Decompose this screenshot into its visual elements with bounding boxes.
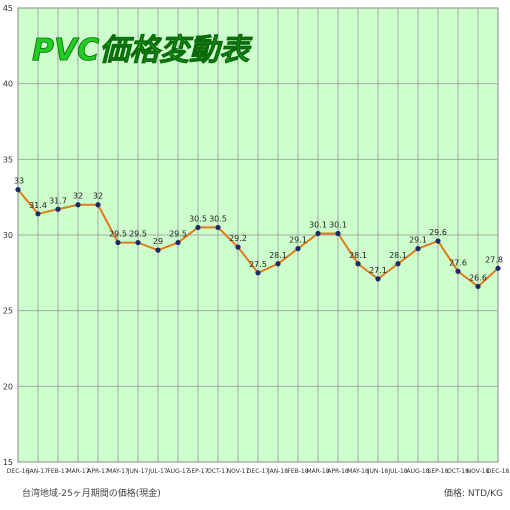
- x-tick-label: MAY-18: [347, 468, 369, 475]
- y-tick-label: 25: [3, 307, 13, 316]
- x-tick-label: JAN-18: [267, 468, 288, 475]
- data-point: [255, 270, 261, 276]
- grid-lines: [18, 8, 498, 462]
- data-label: 29.2: [229, 234, 247, 243]
- data-label: 31.7: [49, 196, 67, 205]
- data-label: 26.6: [469, 273, 487, 282]
- x-tick-label: JUN-17: [127, 468, 149, 475]
- x-tick-label: AUG-17: [167, 468, 190, 475]
- data-point: [235, 244, 241, 250]
- data-point: [295, 246, 301, 252]
- data-point: [275, 261, 281, 267]
- data-point: [155, 247, 161, 253]
- data-label: 30.1: [309, 220, 327, 229]
- y-tick-label: 40: [3, 80, 13, 89]
- x-tick-label: APR-17: [87, 468, 109, 475]
- data-label: 27.5: [249, 260, 267, 269]
- unit-note: 価格: NTD/KG: [444, 489, 503, 499]
- data-label: 28.1: [389, 251, 407, 260]
- data-label: 28.1: [349, 251, 367, 260]
- x-tick-label: MAR-17: [66, 468, 89, 475]
- y-tick-label: 35: [3, 155, 13, 164]
- data-label: 29.5: [169, 230, 187, 239]
- data-label: 32: [73, 192, 83, 201]
- data-point: [355, 261, 361, 267]
- data-label: 29: [153, 237, 163, 246]
- data-point: [35, 211, 41, 217]
- data-point: [335, 230, 341, 237]
- data-label: 29.6: [429, 228, 447, 237]
- x-tick-label: MAR-18: [306, 468, 329, 475]
- y-tick-label: 20: [3, 382, 13, 391]
- x-tick-label: SEP-18: [428, 468, 449, 475]
- data-label: 31.4: [29, 201, 47, 210]
- x-tick-label: FEB-17: [47, 468, 68, 475]
- x-tick-label: DEC-16: [7, 468, 30, 475]
- data-point: [55, 206, 61, 212]
- data-label: 30.5: [209, 214, 227, 223]
- data-label: 29.1: [289, 236, 307, 245]
- data-label: 30.1: [329, 220, 347, 229]
- data-point: [95, 202, 101, 208]
- data-point: [15, 187, 21, 193]
- x-tick-label: JAN-17: [27, 468, 48, 475]
- x-tick-label: JUN-18: [367, 468, 389, 475]
- x-tick-label: OCT-18: [447, 468, 469, 475]
- data-point: [135, 239, 141, 246]
- data-point: [75, 202, 81, 208]
- data-point: [395, 261, 401, 267]
- data-label: 27.1: [369, 266, 387, 275]
- data-label: 33: [14, 177, 24, 186]
- x-tick-label: OCT-17: [207, 468, 229, 475]
- x-tick-label: SEP-17: [188, 468, 209, 475]
- x-tick-label: MAY-17: [107, 468, 129, 475]
- data-point: [495, 265, 501, 271]
- price-series: [15, 187, 501, 290]
- data-point: [415, 246, 421, 252]
- data-label: 29.1: [409, 236, 427, 245]
- data-label: 27.6: [449, 258, 467, 267]
- data-label: 27.8: [485, 255, 503, 264]
- data-point: [475, 283, 481, 290]
- x-tick-label: DEC-17: [247, 468, 270, 475]
- data-point: [195, 224, 201, 231]
- data-point: [455, 268, 461, 274]
- data-label: 29.5: [129, 230, 147, 239]
- y-axis-ticks: 15 20 25 30 35 40 45: [3, 4, 13, 467]
- source-note: 台湾地域-25ヶ月期間の価格(現金): [22, 489, 161, 499]
- data-point: [435, 238, 441, 244]
- data-point: [175, 239, 181, 246]
- x-tick-label: JUL-17: [147, 468, 167, 475]
- x-tick-label: JUL-18: [387, 468, 407, 475]
- data-point: [315, 230, 321, 237]
- x-tick-label: APR-18: [327, 468, 349, 475]
- data-point: [215, 224, 221, 231]
- x-tick-label: AUG-18: [407, 468, 430, 475]
- x-tick-label: NOV-17: [227, 468, 250, 475]
- y-tick-label: 15: [3, 458, 13, 467]
- data-point: [375, 276, 381, 282]
- y-tick-label: 30: [3, 231, 13, 240]
- data-label: 32: [93, 192, 103, 201]
- data-label: 30.5: [189, 214, 207, 223]
- y-tick-label: 45: [3, 4, 13, 13]
- x-tick-label: NOV-18: [467, 468, 490, 475]
- data-point: [115, 239, 121, 246]
- data-label: 28.1: [269, 251, 287, 260]
- x-tick-label: DEC-18: [487, 468, 510, 475]
- data-label: 29.5: [109, 230, 127, 239]
- chart-title: PVC価格変動表: [32, 33, 253, 68]
- x-tick-label: FEB-18: [287, 468, 308, 475]
